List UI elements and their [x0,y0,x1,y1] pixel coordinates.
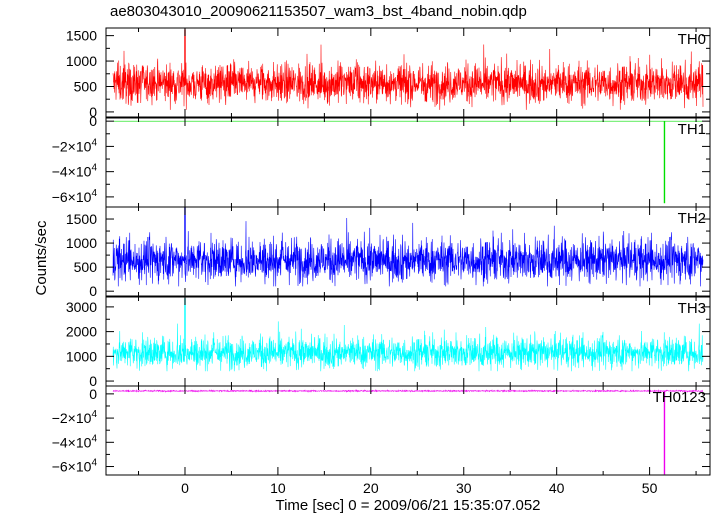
y-tick-label-exponent: 4 [91,163,97,174]
panel-frame [105,27,711,118]
y-tick-label-mantissa: 0 [89,113,97,129]
y-tick-label: 3000 [66,299,97,315]
y-tick-label-mantissa: −2×10 [52,410,92,426]
panel-th2: 0 500 1000 1500 TH2 [66,206,711,299]
panel-label-th0: TH0 [678,31,706,48]
panel-frame [105,385,711,476]
y-tick-label: 1000 [66,53,97,69]
y-tick-label-mantissa: 0 [89,386,97,402]
y-tick-label: 0 [89,386,97,402]
series-th3-line [112,321,704,372]
panel-label-th2: TH2 [678,210,706,227]
y-tick-label-mantissa: −6×10 [52,459,92,475]
y-tick-label-exponent: 4 [91,409,97,420]
chart-title: ae803043010_20090621153507_wam3_bst_4ban… [110,3,527,20]
panel-frame [105,206,711,297]
x-tick-label: 40 [549,480,565,496]
x-tick-label: 0 [181,480,189,496]
y-tick-label-exponent: 4 [91,137,97,148]
x-axis-label: Time [sec] 0 = 2009/06/21 15:35:07.052 [275,497,540,514]
y-tick-label-mantissa: −6×10 [52,189,92,205]
y-tick-label: −2×104 [52,409,98,426]
y-tick-label: 0 [89,373,97,389]
y-axis-label: Counts/sec [33,220,50,296]
y-tick-label: 1000 [66,348,97,364]
y-tick-label: 1000 [66,235,97,251]
y-tick-label-mantissa: −4×10 [52,164,92,180]
y-tick-label: −4×104 [52,433,98,450]
y-tick-label: −6×104 [52,458,98,475]
y-tick-label-exponent: 4 [91,433,97,444]
y-tick-label: −2×104 [52,137,98,154]
x-tick-label: 20 [363,480,379,496]
y-tick-label: 500 [74,78,98,94]
y-tick-label: 0 [89,104,97,120]
y-tick-label: 1500 [66,211,97,227]
x-tick-label: 30 [456,480,472,496]
series-th2-line [112,217,704,287]
y-tick-label: 500 [74,259,98,275]
y-tick-label: −6×104 [52,188,98,205]
panel-label-th1: TH1 [678,121,706,138]
y-tick-label: 0 [89,113,97,129]
panel-frame [105,117,711,208]
x-tick-label: 10 [270,480,286,496]
y-tick-label-mantissa: −2×10 [52,138,92,154]
y-tick-label: 2000 [66,324,97,340]
panel-th0: 0 500 1000 1500 TH0 [66,27,711,120]
series-th0-line [112,44,704,110]
y-tick-label: 1500 [66,28,97,44]
y-tick-label: −4×104 [52,163,98,180]
panel-th3: 0 1000 2000 3000 TH3 [66,296,711,389]
x-tick-label: 50 [642,480,658,496]
series-th0123-line [112,388,704,393]
y-tick-label: 0 [89,283,97,299]
panel-label-th3: TH3 [678,300,706,317]
panel-label-th0123: TH0123 [653,389,706,406]
y-tick-label-exponent: 4 [91,458,97,469]
y-tick-label-exponent: 4 [91,188,97,199]
y-tick-label-mantissa: −4×10 [52,434,92,450]
